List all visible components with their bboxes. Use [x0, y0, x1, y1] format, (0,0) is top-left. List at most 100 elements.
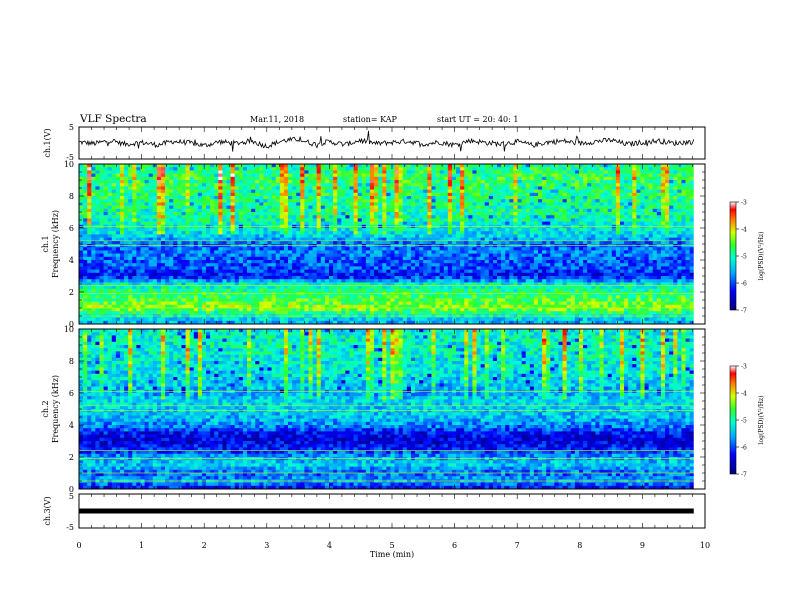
spectrogram-cell: [521, 196, 527, 200]
spectrogram-cell: [673, 170, 678, 174]
spectrogram-cell: [497, 199, 502, 203]
spectrogram-cell: [365, 250, 371, 254]
spectrogram-cell: [226, 167, 231, 171]
spectrogram-cell: [505, 212, 510, 216]
spectrogram-cell: [275, 250, 281, 254]
spectrogram-cell: [648, 199, 654, 203]
spectrogram-cell: [648, 180, 654, 184]
spectrogram-cell: [230, 263, 236, 267]
spectrogram-cell: [361, 212, 367, 216]
spectrogram-cell: [156, 202, 162, 206]
spectrogram-cell: [451, 208, 457, 213]
spectrogram-cell: [374, 260, 379, 264]
spectrogram-cell: [218, 199, 223, 203]
spectrogram-cell: [79, 260, 84, 264]
spectrogram-cell: [197, 228, 203, 232]
spectrogram-cell: [119, 221, 125, 226]
spectrogram-cell: [480, 173, 486, 178]
spectrogram-cell: [423, 167, 428, 171]
spectrogram-cell: [83, 231, 88, 235]
spectrogram-cell: [296, 240, 301, 245]
spectrogram-cell: [394, 234, 399, 238]
spectrogram-cell: [525, 199, 531, 203]
spectrogram-cell: [628, 218, 633, 222]
spectrogram-cell: [193, 260, 199, 264]
spectrogram-cell: [320, 202, 326, 206]
spectrogram-cell: [103, 167, 108, 171]
spectrogram-cell: [595, 247, 600, 251]
spectrogram-cell: [361, 192, 367, 197]
spectrogram-cell: [128, 170, 133, 174]
spectrogram-cell: [369, 256, 375, 261]
spectrogram-cell: [169, 247, 174, 251]
spectrogram-cell: [578, 234, 584, 238]
spectrogram-cell: [607, 221, 613, 226]
spectrogram-cell: [308, 180, 313, 184]
spectrogram-cell: [415, 212, 420, 216]
spectrogram-cell: [292, 231, 297, 235]
spectrogram-cell: [328, 176, 334, 181]
spectrogram-cell: [324, 228, 330, 232]
spectrogram-cell: [201, 218, 207, 222]
spectrogram-cell: [669, 196, 674, 200]
spectrogram-cell: [251, 208, 256, 213]
spectrogram-cell: [148, 266, 154, 270]
spectrogram-cell: [333, 208, 338, 213]
spectrogram-cell: [480, 170, 486, 174]
spectrogram-cell: [132, 186, 137, 190]
spectrogram-cell: [456, 173, 461, 178]
spectrogram-cell: [689, 186, 695, 190]
spectrogram-cell: [263, 205, 268, 210]
spectrogram-cell: [218, 215, 223, 219]
spectrogram-cell: [402, 228, 408, 232]
spectrogram-cell: [181, 202, 186, 206]
spectrogram-cell: [435, 247, 440, 251]
spectrogram-cell: [115, 247, 121, 251]
spectrogram-cell: [488, 263, 494, 267]
spectrogram-cell: [316, 173, 322, 178]
spectrogram-cell: [259, 189, 264, 194]
spectrogram-cell: [345, 247, 350, 251]
spectrogram-cell: [652, 260, 658, 264]
spectrogram-cell: [443, 173, 449, 178]
spectrogram-cell: [398, 196, 404, 200]
spectrogram-cell: [644, 228, 649, 232]
spectrogram-cell: [497, 250, 502, 254]
spectrogram-cell: [533, 167, 539, 171]
spectrogram-cell: [624, 167, 629, 171]
spectrogram-cell: [574, 186, 580, 190]
spectrogram-cell: [497, 180, 502, 184]
spectrogram-cell: [181, 167, 186, 171]
spectrogram-cell: [226, 189, 231, 194]
spectrogram-cell: [177, 237, 182, 242]
spectrogram-cell: [632, 196, 637, 200]
spectrogram-cell: [333, 164, 338, 168]
spectrogram-cell: [423, 221, 428, 226]
spectrogram-cell: [419, 263, 424, 267]
spectrogram-cell: [288, 202, 293, 206]
spectrogram-cell: [476, 215, 481, 219]
spectrogram-cell: [210, 266, 215, 270]
spectrogram-cell: [296, 199, 301, 203]
spectrogram-cell: [242, 253, 248, 258]
spectrogram-cell: [665, 167, 670, 171]
spectrogram-cell: [128, 253, 133, 258]
spectrogram-cell: [234, 164, 240, 168]
spectrogram-cell: [173, 208, 178, 213]
spectrogram-cell: [357, 205, 363, 210]
spectrogram-cell: [124, 186, 129, 190]
spectrogram-cell: [226, 240, 231, 245]
spectrogram-cell: [410, 164, 416, 168]
spectrogram-cell: [353, 173, 358, 178]
spectrogram-cell: [644, 202, 649, 206]
spectrogram-cell: [316, 167, 322, 171]
spectrogram-cell: [419, 260, 424, 264]
spectrogram-cell: [669, 247, 674, 251]
spectrogram-cell: [99, 208, 104, 213]
spectrogram-cell: [488, 256, 494, 261]
spectrogram-cell: [472, 186, 477, 190]
spectrogram-cell: [288, 247, 293, 251]
spectrogram-cell: [394, 231, 399, 235]
spectrogram-cell: [185, 260, 190, 264]
spectrogram-cell: [160, 256, 166, 261]
